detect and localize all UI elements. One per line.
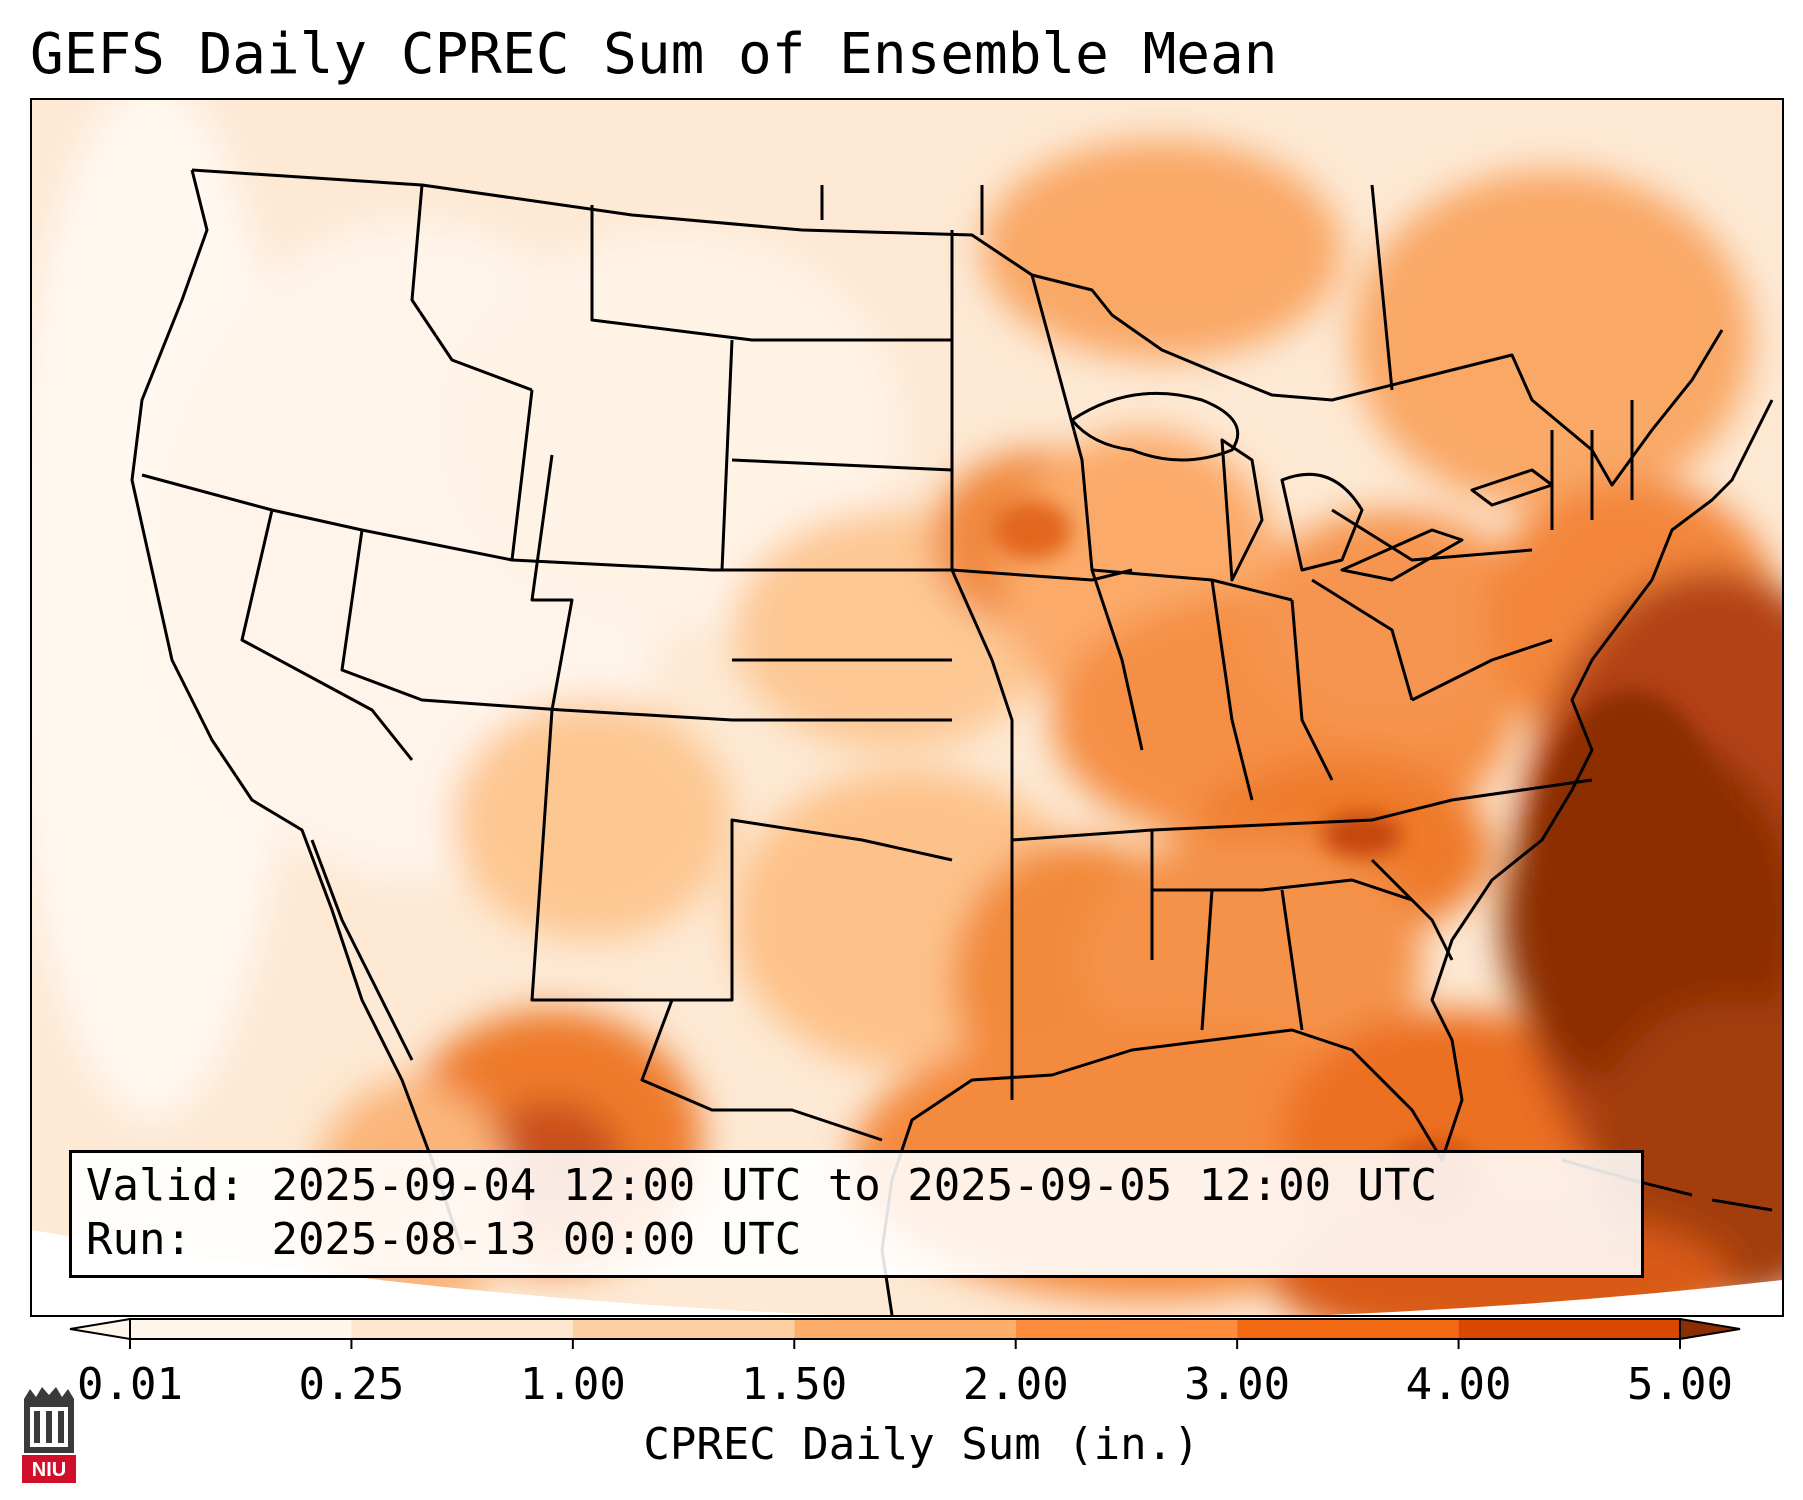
colorbar-tick-label: 5.00 [1627,1359,1733,1410]
projection-edge [32,1230,1782,1315]
colorbar-segments [69,1317,1741,1341]
colorbar-tick-label: 0.25 [298,1359,405,1410]
map-panel: Valid: 2025-09-04 12:00 UTC to 2025-09-0… [30,98,1784,1317]
colorbar-tick-label: 0.01 [77,1359,183,1410]
colorbar-ticks [129,1339,1681,1349]
colorbar-segment [351,1319,573,1339]
map-title: GEFS Daily CPREC Sum of Ensemble Mean [30,22,1278,87]
colorbar-tick-label: 3.00 [1184,1359,1291,1410]
colorbar-segment [572,1319,795,1339]
validity-info-box: Valid: 2025-09-04 12:00 UTC to 2025-09-0… [69,1150,1644,1278]
university-tower-icon: NIU [22,1387,76,1483]
colorbar-outline [129,1318,1681,1340]
colorbar-tick-label: 1.50 [741,1359,848,1410]
colorbar-label: CPREC Daily Sum (in.) [643,1419,1200,1470]
valid-line: Valid: 2025-09-04 12:00 UTC to 2025-09-0… [86,1159,1627,1213]
colorbar-tick-label: 1.00 [519,1359,626,1410]
colorbar-segment [1237,1319,1459,1339]
run-value: 2025-08-13 00:00 UTC [271,1214,802,1265]
colorbar-extend-min [69,1317,131,1341]
run-line: Run: 2025-08-13 00:00 UTC [86,1213,1627,1267]
colorbar-tick-label: 4.00 [1405,1359,1512,1410]
colorbar-segment [794,1319,1016,1339]
colorbar [69,1317,1741,1349]
logo-text: NIU [32,1459,66,1481]
colorbar-segment [1458,1319,1680,1339]
precipitation-map [32,100,1782,1315]
colorbar-tick-label: 2.00 [962,1359,1069,1410]
valid-value: 2025-09-04 12:00 UTC to 2025-09-05 12:00… [271,1160,1438,1211]
run-label: Run: [86,1214,192,1265]
colorbar-segment [130,1319,352,1339]
colorbar-segment [1015,1319,1238,1339]
colorbar-extend-max [1679,1317,1741,1341]
valid-label: Valid: [86,1160,245,1211]
